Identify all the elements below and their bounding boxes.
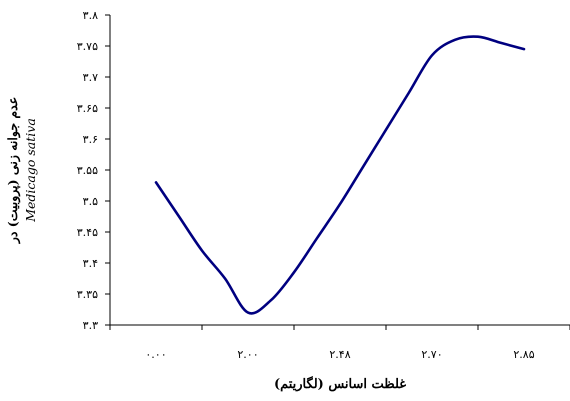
y-axis-title: عدم جوانه زنی (پروبیت) در Medicago sativ… (5, 97, 38, 244)
x-tick-label: ۲.۷۰ (421, 348, 442, 361)
y-axis-ticks: ۳.۳ ۳.۳۵ ۳.۴ ۳.۴۵ ۳.۵ ۳.۵۵ ۳.۶ ۳.۶۵ ۳.۷ ۳.۷۵ ۳.۸ (77, 9, 110, 332)
x-axis-label: غلظت اسانس (لگاریتم) (274, 375, 406, 392)
x-tick-label: ۰.۰۰ (145, 348, 166, 361)
plot-area: ۳.۳ ۳.۳۵ ۳.۴ ۳.۴۵ ۳.۵ ۳.۵۵ ۳.۶ ۳.۶۵ ۳.۷ ۳.۷۵ ۳.۸ ۰… (77, 9, 570, 361)
y-tick-label: ۳.۷۵ (77, 40, 98, 53)
y-tick-label: ۳.۳۵ (77, 288, 98, 301)
y-tick-label: ۳.۸ (83, 9, 98, 22)
y-tick-label: ۳.۶ (83, 133, 98, 146)
y-tick-label: ۳.۴۵ (77, 226, 98, 239)
y-tick-label: ۳.۶۵ (77, 102, 98, 115)
x-tick-label: ۲.۰۰ (237, 348, 258, 361)
y-tick-label: ۳.۵۵ (77, 164, 98, 177)
series-line (154, 35, 526, 315)
y-tick-label: ۳.۷ (83, 71, 98, 84)
x-tick-label: ۲.۸۵ (513, 348, 534, 361)
x-tick-label: ۲.۴۸ (329, 348, 350, 361)
x-axis-ticks: ۰.۰۰ ۲.۰۰ ۲.۴۸ ۲.۷۰ ۲.۸۵ (109, 325, 570, 361)
y-axis-label: عدم جوانه زنی (پروبیت) در (5, 97, 21, 244)
y-tick-label: ۳.۴ (83, 257, 98, 270)
y-tick-label: ۳.۵ (83, 195, 98, 208)
y-axis-species-label: Medicago sativa (23, 118, 38, 223)
series-group (154, 35, 526, 315)
y-tick-label: ۳.۳ (83, 319, 98, 332)
